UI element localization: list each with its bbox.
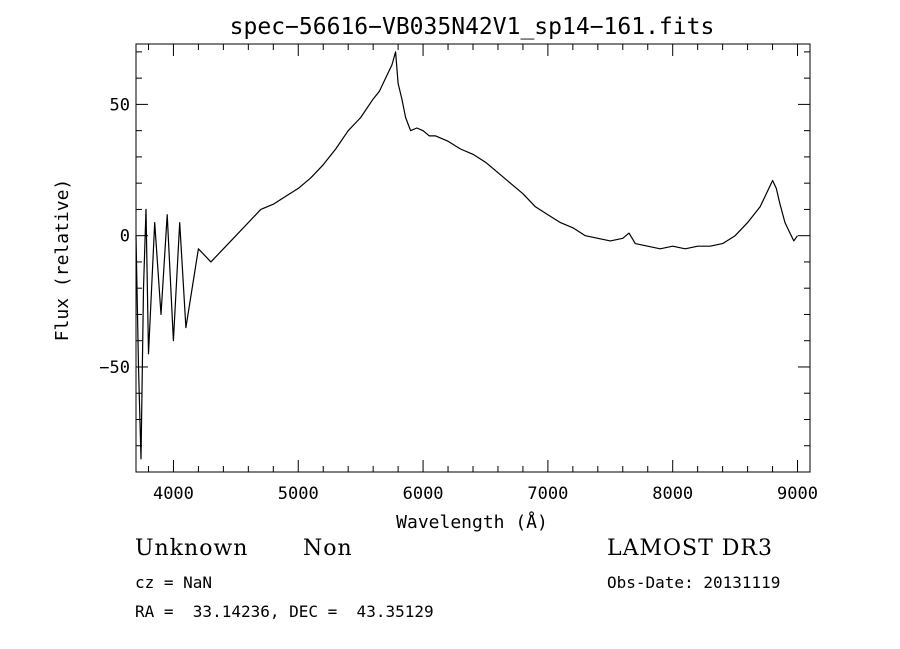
y-tick-label: 50 — [110, 95, 130, 115]
y-axis-label: Flux (relative) — [52, 179, 73, 342]
x-axis-label: Wavelength (Å) — [396, 511, 548, 533]
x-tick-label: 7000 — [527, 484, 568, 504]
x-tick-label: 9000 — [777, 484, 818, 504]
chart-title: spec−56616−VB035N42V1_sp14−161.fits — [230, 14, 715, 40]
spectrum-line — [135, 51, 798, 460]
survey-name: LAMOST DR3 — [607, 536, 773, 561]
object-subclass: Non — [303, 536, 353, 561]
redshift-cz: cz = NaN — [135, 573, 213, 592]
observation-date: Obs-Date: 20131119 — [607, 573, 781, 592]
x-tick-label: 6000 — [403, 484, 444, 504]
y-tick-label: 0 — [120, 227, 130, 247]
coordinates: RA = 33.14236, DEC = 43.35129 — [135, 602, 434, 621]
object-class: Unknown — [135, 536, 249, 561]
x-tick-label: 4000 — [153, 484, 194, 504]
axes: 4000 5000 6000 7000 8000 9000 −50 0 50 — [99, 43, 818, 504]
x-tick-label: 5000 — [278, 484, 319, 504]
x-tick-label: 8000 — [652, 484, 693, 504]
y-tick-label: −50 — [99, 358, 130, 378]
plot-frame — [135, 43, 811, 473]
